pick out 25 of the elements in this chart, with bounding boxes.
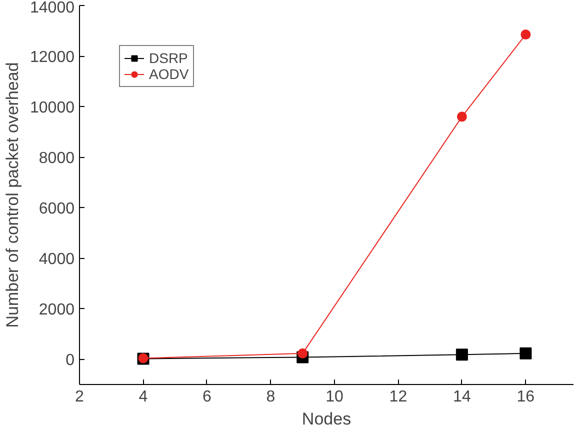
point <box>520 347 532 360</box>
y-tick-label: 8000 <box>38 150 75 168</box>
y-tick-label: 0 <box>66 352 75 370</box>
x-tick-label: 8 <box>266 388 276 406</box>
point <box>456 348 468 361</box>
x-tick-label: 16 <box>516 388 535 406</box>
y-tick-label: 10000 <box>30 100 75 117</box>
x-tick-label: 4 <box>138 388 148 406</box>
x-tick-label: 2 <box>75 388 84 406</box>
legend-label: DSRP <box>149 50 188 66</box>
y-tick-label: 4000 <box>38 251 75 268</box>
x-tick-label: 10 <box>326 388 344 406</box>
y-tick-label: 14000 <box>30 0 75 16</box>
x-axis-title: Nodes <box>302 410 352 428</box>
y-axis-title: Number of control packet overhead <box>3 62 22 328</box>
point <box>298 348 308 358</box>
y-tick-label: 6000 <box>38 200 75 218</box>
x-tick-label: 12 <box>389 388 408 406</box>
y-tick-label: 2000 <box>38 302 75 319</box>
x-tick-label: 6 <box>202 388 212 406</box>
y-tick-label: 12000 <box>30 49 75 66</box>
legend-label: AODV <box>149 66 189 82</box>
point <box>520 30 531 40</box>
point <box>456 112 467 122</box>
x-tick-label: 14 <box>453 388 471 406</box>
